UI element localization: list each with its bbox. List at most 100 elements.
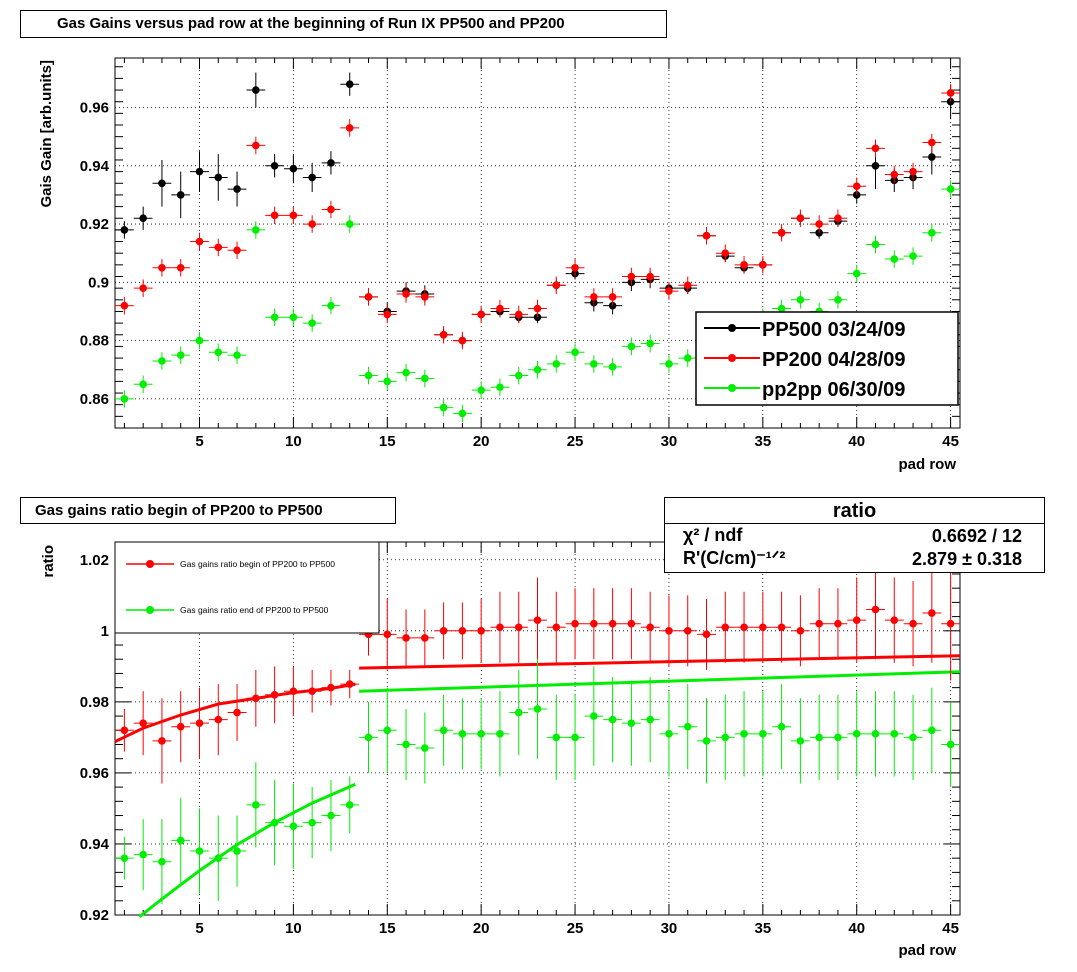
panel2-series2-point <box>289 822 298 830</box>
panel2-series1-point <box>327 683 335 692</box>
stats-param-value: 2.879 ± 0.318 <box>912 549 1022 569</box>
panel2-series1-point <box>439 627 448 635</box>
panel1-series2-point <box>928 138 936 147</box>
panel1-series2-point <box>533 304 542 313</box>
panel2-x-tick-label: 10 <box>285 920 302 937</box>
panel2-series1-point <box>627 619 636 628</box>
bottom-legend-marker-1 <box>146 560 154 568</box>
top-chart-title: Gas Gains versus pad row at the beginnin… <box>57 15 565 32</box>
panel1-series2-point <box>871 144 880 153</box>
panel1-series2-point <box>458 336 467 345</box>
panel1-series1-point <box>158 179 166 188</box>
panel1-series3-point <box>627 342 636 351</box>
panel1-series1-point <box>871 161 880 170</box>
panel2-series1-point <box>214 715 223 724</box>
panel2-series2-point <box>345 801 354 809</box>
panel1-series3-point <box>646 339 654 348</box>
panel1-series3-point <box>383 377 392 386</box>
panel1-series2-point <box>909 167 917 176</box>
panel2-series1-point <box>646 623 654 632</box>
panel2-series2-point <box>139 850 147 859</box>
panel1-series3-point <box>270 313 279 322</box>
panel2-series1-point <box>402 634 410 642</box>
panel2-series2-point <box>702 737 711 745</box>
panel1-x-tick-label: 20 <box>473 433 490 450</box>
panel1-series3-point <box>608 363 617 371</box>
panel1-series3-point <box>928 229 936 237</box>
panel2-series2-point <box>327 811 335 820</box>
panel2-series2-point <box>552 733 561 742</box>
panel2-series1-point <box>289 687 298 695</box>
panel2-series1-point <box>477 627 485 635</box>
panel2-series1-point <box>702 630 711 639</box>
panel1-series3-point <box>176 351 185 359</box>
panel1-series3-point <box>139 380 147 389</box>
panel2-series1-point <box>552 623 561 632</box>
panel2-series2-point <box>646 715 654 724</box>
panel2-series2-point <box>777 722 786 731</box>
panel2-series1-point <box>665 627 673 635</box>
panel2-series2-point <box>402 740 410 749</box>
panel1-series2-point <box>702 231 711 240</box>
panel2-series2-point <box>946 740 955 749</box>
panel1-y-tick-label: 0.96 <box>80 100 109 117</box>
panel1-series2-point <box>514 310 523 319</box>
panel2-x-tick-label: 5 <box>195 920 203 937</box>
panel1-series2-point <box>571 263 579 272</box>
panel2-series2-point <box>176 836 185 845</box>
panel1-series3-point <box>308 319 316 327</box>
panel2-series1-point <box>308 687 316 695</box>
panel1-series3-point <box>364 371 373 380</box>
panel2-series2-point <box>270 818 279 827</box>
panel2-series1-point <box>120 726 129 735</box>
panel1-series1-point <box>327 159 335 167</box>
panel2-x-tick-label: 20 <box>473 920 490 937</box>
top-title-box: Gas Gains versus pad row at the beginnin… <box>20 10 667 38</box>
panel2-series2-point <box>834 733 842 742</box>
panel2-series2-point <box>571 733 579 742</box>
panel2-series1-point <box>233 708 241 717</box>
panel2-series2-point <box>815 733 823 742</box>
panel1-series2-point <box>796 214 805 223</box>
panel1-x-tick-label: 35 <box>754 433 771 450</box>
panel2-x-tick-label: 15 <box>379 920 396 937</box>
panel2-x-tick-label: 30 <box>661 920 678 937</box>
panel1-series2-point <box>270 211 279 220</box>
panel1-y-tick-label: 0.9 <box>88 274 109 291</box>
panel1-series3-point <box>439 403 448 412</box>
panel1-x-tick-label: 45 <box>942 433 959 450</box>
panel1-x-tick-label: 25 <box>567 433 584 450</box>
panel1-x-tick-label: 30 <box>661 433 678 450</box>
panel2-series1-point <box>571 619 579 628</box>
panel1-series2-point <box>158 263 166 272</box>
panel1-series3-point <box>590 360 598 368</box>
panel2-fit-curve-2-2 <box>359 670 961 693</box>
panel2-series1-point <box>740 623 748 632</box>
panel1-series3-point <box>158 357 166 365</box>
fit-stats-box: ratio χ² / ndf 0.6692 / 12 R'(C/cm)⁻¹ᐟ² … <box>664 497 1045 573</box>
panel2-series1-point <box>345 680 354 688</box>
panel1-series3-point <box>890 255 899 263</box>
panel1-series2-point <box>590 293 598 301</box>
panel1-series3-point <box>214 348 223 357</box>
panel1-series2-point <box>383 310 392 319</box>
top-legend-marker-3 <box>728 384 736 392</box>
bottom-legend-marker-2 <box>146 606 154 614</box>
panel1-series2-point <box>608 293 617 301</box>
panel1-series3-point <box>496 383 504 392</box>
panel1-series2-point <box>646 272 654 281</box>
panel1-series1-point <box>928 153 936 161</box>
panel1-series2-point <box>552 281 561 290</box>
panel2-series2-point <box>759 730 767 738</box>
panel2-y-tick-label: 1.02 <box>80 552 109 569</box>
panel1-series3-point <box>533 365 542 374</box>
panel2-series1-point <box>496 623 504 632</box>
panel2-series1-point <box>928 609 936 617</box>
panel1-series2-point <box>665 287 673 295</box>
panel1-series3-point <box>852 269 861 278</box>
panel1-series1-point <box>289 164 298 173</box>
panel2-series2-point <box>665 730 673 738</box>
panel1-series1-point <box>195 167 204 176</box>
panel2-y-tick-label: 0.94 <box>80 836 110 853</box>
panel1-y-axis-label: Gais Gain [arb.units] <box>38 60 55 208</box>
